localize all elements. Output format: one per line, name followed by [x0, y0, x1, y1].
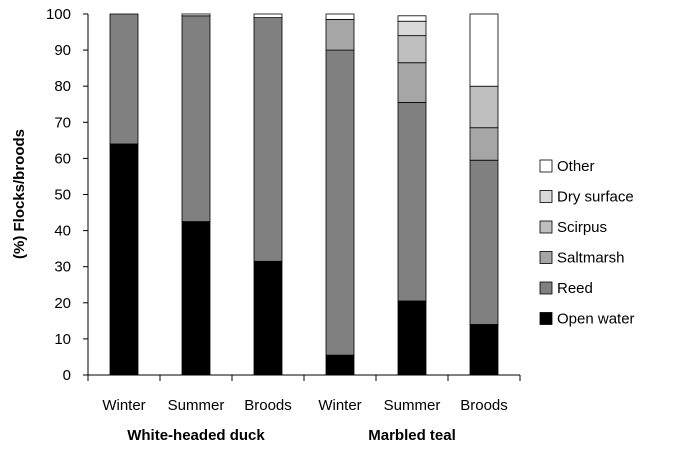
- bar-segment: [397, 300, 427, 376]
- bar-segment: [325, 49, 355, 356]
- y-tick-label: 90: [54, 42, 71, 59]
- x-tick-label: Winter: [102, 397, 145, 414]
- bar-segment: [181, 13, 211, 17]
- y-tick-label: 40: [54, 223, 71, 240]
- bars-layer: [109, 13, 499, 376]
- legend: Other Dry surface Scirpus Saltmarsh Reed Open…: [539, 158, 635, 328]
- legend-swatch: [539, 220, 553, 234]
- y-tick-label: 100: [46, 6, 71, 23]
- legend-label: Dry surface: [557, 189, 634, 206]
- legend-swatch: [539, 312, 553, 325]
- x-ticks: Winter Summer Broods Winter Summer Broods: [87, 375, 521, 414]
- bar-segment: [397, 35, 427, 64]
- x-tick-label: Broods: [244, 397, 292, 414]
- legend-swatch: [539, 159, 553, 173]
- bar-segment: [325, 354, 355, 376]
- bar-segment: [397, 62, 427, 103]
- legend-swatch: [539, 251, 553, 264]
- bar-segment: [181, 221, 211, 376]
- bar-segment: [469, 324, 499, 376]
- bar-segment: [397, 102, 427, 302]
- y-tick-label: 0: [63, 367, 71, 384]
- y-tick-label: 50: [54, 187, 71, 204]
- y-tick-label: 80: [54, 78, 71, 95]
- x-tick-label: Summer: [384, 397, 441, 414]
- y-tick-label: 20: [54, 295, 71, 312]
- bar-segment: [397, 20, 427, 37]
- bar-segment: [253, 260, 283, 376]
- legend-label: Other: [557, 158, 595, 175]
- legend-label: Reed: [557, 280, 593, 297]
- legend-swatch: [539, 190, 553, 203]
- bar-segment: [397, 15, 427, 22]
- group-labels: White-headed duck Marbled teal: [127, 427, 456, 444]
- y-tick-label: 60: [54, 150, 71, 167]
- bar-segment: [469, 13, 499, 87]
- y-tick-label: 30: [54, 259, 71, 276]
- axes-layer: [87, 14, 520, 376]
- y-tick-label: 70: [54, 114, 71, 131]
- bar-segment: [253, 13, 283, 19]
- bar-segment: [469, 85, 499, 129]
- x-tick-label: Summer: [168, 397, 225, 414]
- legend-label: Saltmarsh: [557, 250, 625, 267]
- bar-segment: [325, 13, 355, 20]
- y-ticks: 0 10 20 30 40 50 60 70 80 90 100: [46, 6, 88, 384]
- legend-label: Scirpus: [557, 219, 607, 236]
- bar-segment: [109, 13, 139, 145]
- legend-label: Open water: [557, 311, 635, 328]
- bar-segment: [469, 159, 499, 325]
- bar-segment: [181, 15, 211, 222]
- bar-segment: [109, 143, 139, 376]
- y-axis-title: (%) Flocks/broods: [11, 129, 28, 259]
- bar-segment: [469, 127, 499, 161]
- x-tick-label: Broods: [460, 397, 508, 414]
- group-label: Marbled teal: [368, 427, 456, 444]
- bar-segment: [253, 17, 283, 262]
- legend-swatch: [539, 281, 553, 295]
- x-tick-label: Winter: [318, 397, 361, 414]
- bar-segment: [325, 19, 355, 51]
- group-label: White-headed duck: [127, 427, 265, 444]
- y-tick-label: 10: [54, 331, 71, 348]
